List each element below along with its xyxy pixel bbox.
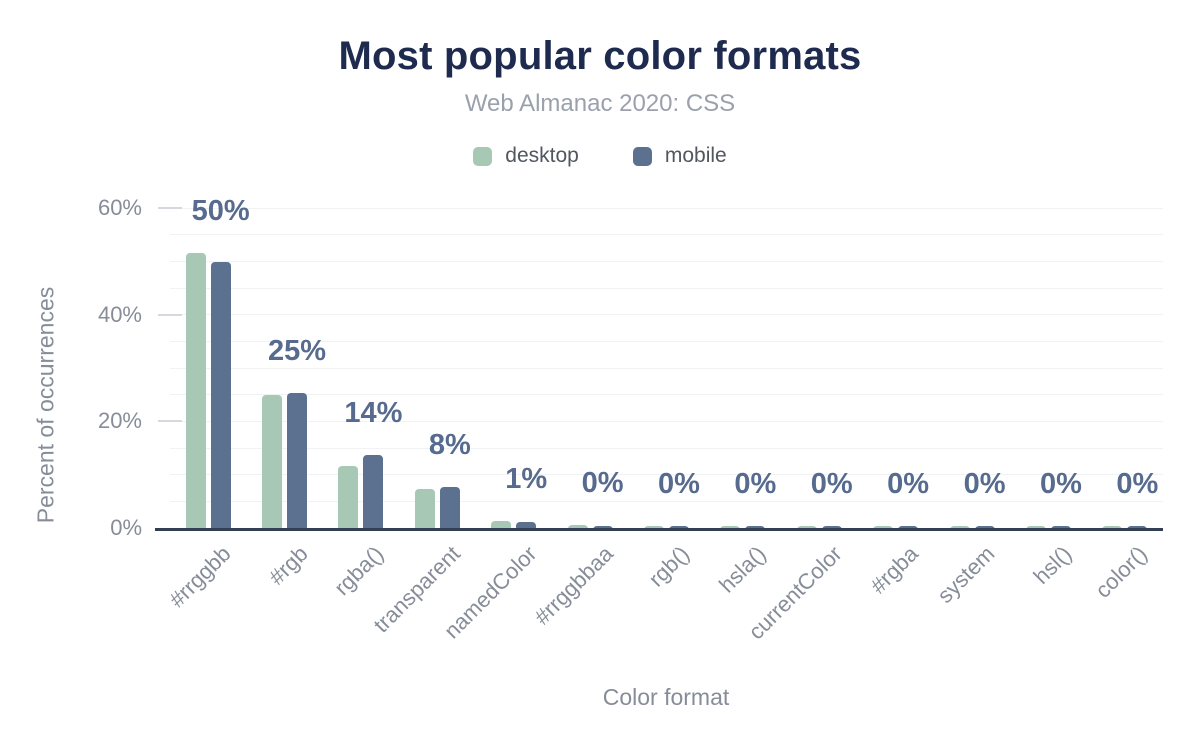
legend-label-desktop: desktop xyxy=(505,144,579,167)
gridline-10 xyxy=(170,474,1163,476)
y-tick-label-0%: 0% xyxy=(110,515,142,540)
legend-item-desktop[interactable]: desktop xyxy=(473,144,579,168)
x-tick-label-hsla(): hsla() xyxy=(713,541,771,598)
x-tick-label-#rrggbbaa: #rrggbbaa xyxy=(529,541,618,630)
bar-desktop-#rgb xyxy=(262,395,283,531)
bar-mobile-rgba() xyxy=(363,455,384,531)
bar-mobile-#rgb xyxy=(287,392,308,531)
bar-value-label-hsla(): 0% xyxy=(734,468,777,501)
bar-value-label-rgb(): 0% xyxy=(658,468,700,501)
plot-area: 50% 25% 14% 8% 1% 0% 0% 0% 0% 0% 0% 0% 0% xyxy=(155,196,1163,531)
x-tick-label-rgba(): rgba() xyxy=(329,541,389,601)
y-tick-label-60%: 60% xyxy=(97,195,142,220)
bar-desktop-#rrggbb xyxy=(185,252,206,531)
gridline-25 xyxy=(170,394,1163,396)
x-tick-label-hsl(): hsl() xyxy=(1028,541,1077,589)
gridline-15 xyxy=(170,447,1163,449)
y-tick-label-20%: 20% xyxy=(97,408,142,434)
bar-desktop-rgba() xyxy=(338,465,359,531)
gridline-30 xyxy=(170,367,1163,369)
x-tick-label-rgb(): rgb() xyxy=(643,541,695,592)
y-tick-label-40%: 40% xyxy=(97,301,142,327)
bar-desktop-transparent xyxy=(414,489,435,531)
bar-value-label-#rrggbbaa: 0% xyxy=(581,467,624,500)
x-tick-label-#rgb: #rgb xyxy=(263,541,313,590)
x-axis-title: Color format xyxy=(602,684,730,710)
x-axis-labels: #rrggbb #rgb rgba() transparent namedColor #r… xyxy=(165,541,1163,671)
chart-title: Most popular color formats xyxy=(338,34,862,78)
chart-subtitle: Web Almanac 2020: CSS xyxy=(464,90,736,117)
gridline-55 xyxy=(170,234,1163,236)
gridline-40 xyxy=(170,314,1163,316)
bar-mobile-transparent xyxy=(439,487,460,531)
gridline-20 xyxy=(170,420,1163,422)
bar-value-label-namedColor: 1% xyxy=(505,463,548,496)
legend-label-mobile: mobile xyxy=(664,144,727,167)
bar-value-label-#rgba: 0% xyxy=(887,468,930,501)
y-tick-mark xyxy=(158,313,182,316)
legend-item-mobile[interactable]: mobile xyxy=(632,144,727,168)
bar-value-label-color(): 0% xyxy=(1116,468,1159,501)
bar-value-label-rgba(): 14% xyxy=(344,397,403,430)
bar-value-label-hsl(): 0% xyxy=(1039,468,1082,501)
bar-mobile-namedColor xyxy=(516,521,537,531)
bar-value-label-transparent: 8% xyxy=(428,429,471,462)
gridline-60 xyxy=(170,207,1163,209)
gridline-35 xyxy=(170,340,1163,342)
x-axis-line xyxy=(155,528,1163,531)
bar-value-label-#rgb: 25% xyxy=(268,334,327,367)
desktop-swatch-icon xyxy=(473,146,493,166)
y-tick-mark xyxy=(158,420,182,423)
x-tick-label-system: system xyxy=(932,541,1000,608)
bar-desktop-namedColor xyxy=(491,521,512,531)
x-tick-label-color(): color() xyxy=(1090,541,1153,603)
gridline-5 xyxy=(170,500,1163,502)
bar-mobile-#rrggbb xyxy=(210,261,231,531)
bar-value-label-system: 0% xyxy=(963,468,1006,501)
y-tick-mark xyxy=(158,207,182,209)
legend: desktop mobile xyxy=(0,144,1200,168)
gridline-45 xyxy=(170,287,1163,289)
mobile-swatch-icon xyxy=(632,146,652,166)
y-axis-ticks: 0% 20% 40% 60% xyxy=(0,0,142,742)
x-tick-label-#rrggbb: #rrggbb xyxy=(164,541,236,613)
bar-value-label-currentColor: 0% xyxy=(810,468,853,501)
bar-value-label-#rrggbb: 50% xyxy=(191,194,250,227)
gridline-50 xyxy=(170,260,1163,262)
x-tick-label-#rgba: #rgba xyxy=(865,541,924,599)
